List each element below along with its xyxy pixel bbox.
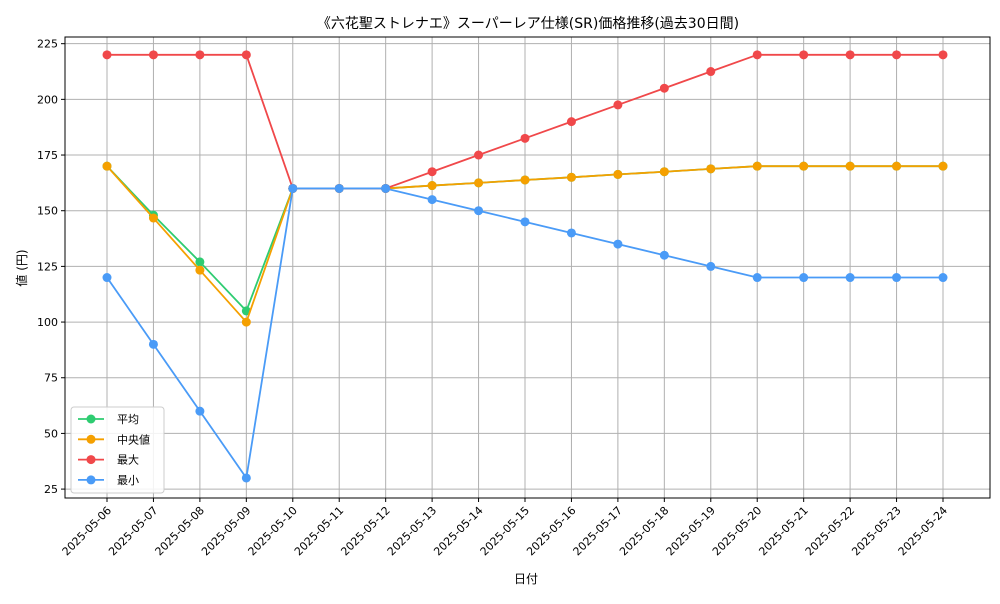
data-point (427, 181, 437, 191)
legend-item: 中央値 (78, 433, 150, 446)
data-point (845, 161, 855, 171)
data-point (520, 175, 530, 185)
y-tick-label: 200 (37, 93, 58, 106)
y-tick-label: 100 (37, 316, 58, 329)
data-point (474, 150, 484, 160)
legend-swatch-marker (86, 414, 96, 424)
y-tick-label: 225 (37, 38, 58, 51)
data-point (706, 164, 716, 174)
data-point (892, 50, 902, 60)
data-point (241, 317, 251, 327)
data-point (938, 273, 948, 283)
data-point (381, 183, 391, 193)
data-point (520, 217, 530, 227)
legend-item: 平均 (78, 413, 139, 426)
data-point (566, 228, 576, 238)
legend-swatch-marker (86, 455, 96, 465)
data-point (288, 183, 298, 193)
data-point (752, 273, 762, 283)
x-axis-label: 日付 (514, 572, 538, 586)
data-point (799, 161, 809, 171)
y-tick-label: 125 (37, 260, 58, 273)
legend-label: 中央値 (117, 433, 150, 446)
data-point (613, 100, 623, 110)
y-tick-label: 150 (37, 205, 58, 218)
chart-title: 《六花聖ストレナエ》スーパーレア仕様(SR)価格推移(過去30日間) (317, 16, 739, 32)
y-axis-label: 値 (円) (14, 249, 29, 286)
data-point (659, 167, 669, 177)
data-point (659, 83, 669, 93)
data-point (892, 161, 902, 171)
data-point (474, 206, 484, 216)
y-tick-label: 50 (44, 427, 58, 440)
legend-item: 最小 (78, 474, 139, 487)
data-point (752, 50, 762, 60)
data-point (938, 50, 948, 60)
data-point (102, 50, 112, 60)
legend-label: 最大 (117, 453, 139, 467)
data-point (659, 250, 669, 260)
data-point (195, 50, 205, 60)
series-3 (102, 183, 948, 483)
data-point (799, 50, 809, 60)
data-point (334, 183, 344, 193)
data-point (474, 178, 484, 188)
data-point (195, 265, 205, 275)
data-point (613, 239, 623, 249)
data-point (102, 161, 112, 171)
legend-swatch-marker (86, 434, 96, 444)
data-point (520, 133, 530, 143)
data-point (938, 161, 948, 171)
y-axis: 25 50 75 100 125 150 175 200 225 (37, 38, 65, 496)
data-point (195, 406, 205, 416)
y-tick-label: 75 (44, 372, 58, 385)
data-point (752, 161, 762, 171)
data-point (845, 273, 855, 283)
data-point (241, 473, 251, 483)
data-point (102, 273, 112, 283)
legend-item: 最大 (78, 453, 139, 467)
data-point (195, 257, 205, 267)
y-tick-label: 175 (37, 149, 58, 162)
legend-swatch-marker (86, 475, 96, 485)
data-point (566, 117, 576, 127)
data-point (427, 167, 437, 177)
data-point (148, 339, 158, 349)
data-point (706, 261, 716, 271)
legend-label: 最小 (117, 474, 139, 487)
legend-label: 平均 (117, 413, 139, 426)
data-point (613, 169, 623, 179)
data-point (427, 195, 437, 205)
data-point (241, 50, 251, 60)
legend-box (70, 406, 165, 494)
data-point (845, 50, 855, 60)
data-point (799, 273, 809, 283)
data-point (566, 172, 576, 182)
plot-frame (64, 36, 991, 499)
data-point (148, 50, 158, 60)
data-point (148, 213, 158, 223)
y-tick-label: 25 (44, 483, 58, 496)
series-2 (102, 50, 948, 193)
data-point (892, 273, 902, 283)
series-layer (102, 50, 948, 483)
data-point (706, 67, 716, 77)
